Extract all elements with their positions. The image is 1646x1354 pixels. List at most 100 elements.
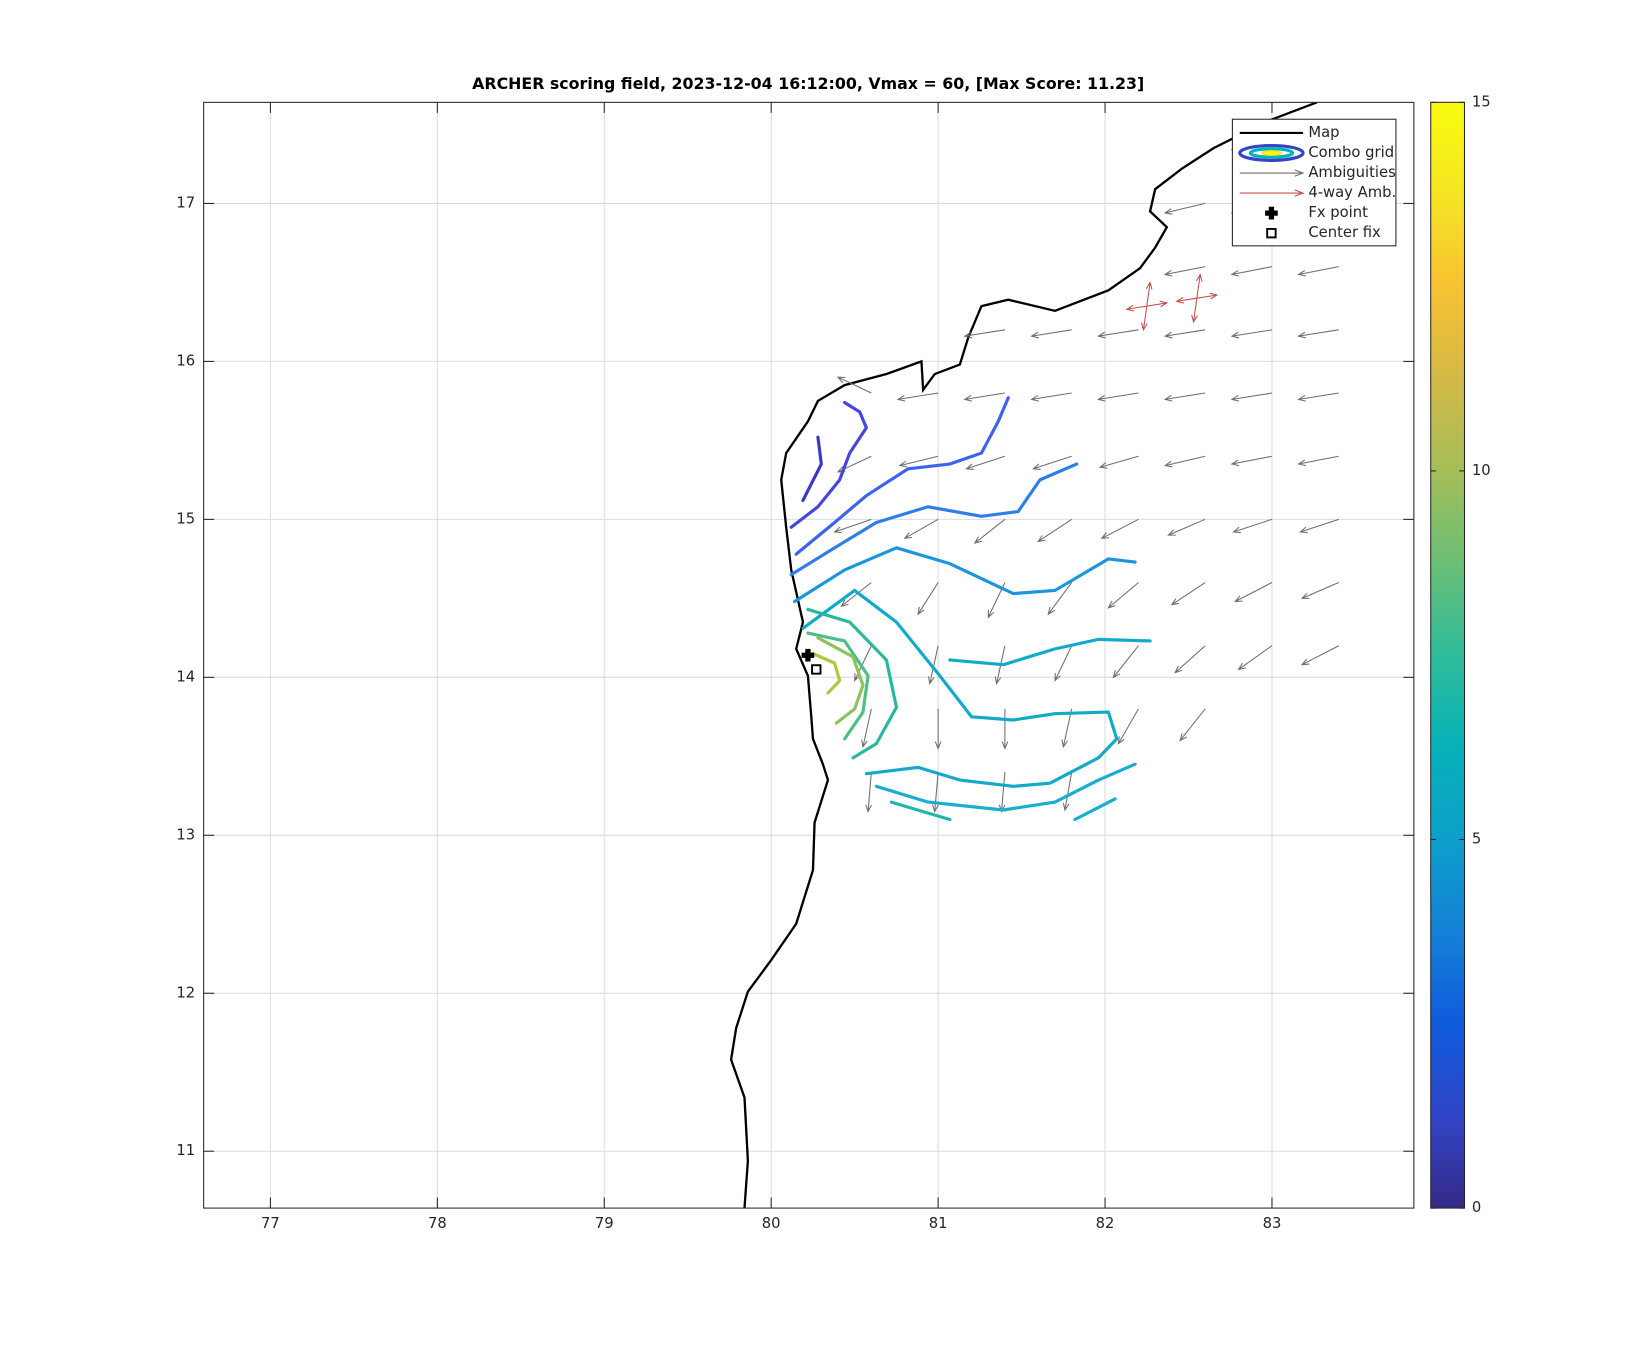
contour-line [794,396,1010,556]
ambiguity-arrow [1300,645,1339,666]
y-tick-label: 16 [176,352,195,369]
colorbar-tick-label: 15 [1472,93,1491,110]
ambiguity-arrow [963,329,1005,339]
ambiguity-arrow [1001,708,1009,750]
ambiguity-arrow [1179,708,1206,742]
contour-line [789,462,1079,577]
ambiguity-arrow [927,645,939,685]
colorbar-tick-label: 5 [1472,831,1481,848]
four-way-arrow [1146,300,1169,308]
x-tick-label: 82 [1096,1215,1115,1232]
ambiguity-arrow [1100,518,1139,539]
colorbar-tick-label: 0 [1472,1199,1481,1216]
contour-line [811,652,842,695]
ambiguity-arrow [973,518,1006,544]
y-tick-label: 13 [176,826,195,843]
ambiguity-arrow [998,772,1006,813]
ambiguity-arrow [1163,329,1206,339]
ambiguity-arrow [1061,708,1073,749]
contour-line [948,637,1152,667]
coastline [729,102,1318,1209]
legend: Map Combo grid Ambiguities 4-way Amb. Fx poi… [1231,118,1397,247]
y-tick-label: 11 [176,1142,195,1159]
ambiguity-arrow [1030,392,1072,402]
ambiguity-arrow [1163,266,1206,277]
contour-line [801,435,823,503]
ambiguity-arrow [1097,392,1139,402]
ambiguity-arrow [1062,772,1073,812]
contour-line [793,546,1137,604]
ambiguity-arrow [1237,645,1273,671]
axes: 77 78 79 80 81 82 83 11 12 13 14 15 16 17 [176,102,1414,1232]
x-tick-label: 77 [261,1215,280,1232]
ambiguity-arrow [917,582,939,616]
ambiguity-arrow [1167,518,1206,536]
ambiguity-arrow [836,376,872,394]
legend-combo-icon [1261,150,1282,156]
ambiguity-arrow [1037,518,1072,543]
ambiguity-arrow [1097,329,1139,339]
legend-fx-label: Fx point [1308,204,1368,221]
colorbar-tick-label: 10 [1472,462,1491,479]
ambiguity-arrow [1299,518,1339,534]
center-fix [811,664,822,675]
colorbar-scale [1430,101,1466,1209]
ambiguity-arrow [1297,392,1339,402]
plot-layers [729,102,1339,1209]
ambiguity-arrow [963,392,1005,402]
legend-fx-icon [1265,206,1278,220]
contour-line [801,588,1119,788]
x-tick-label: 78 [428,1215,447,1232]
ambiguity-arrow [898,455,939,468]
ambiguity-arrow [1163,455,1206,468]
ambiguity-arrow [1047,582,1073,616]
ambiguity-arrow [1230,455,1273,467]
ambiguity-arrow [1297,266,1339,277]
ambiguity-arrow [965,455,1006,470]
ambiguity-arrow [896,392,939,402]
ambiguity-arrow [861,708,872,749]
ambiguity-arrow [1230,266,1273,277]
ambiguity-arrow [1112,645,1139,679]
y-tick-label: 15 [176,510,195,527]
four-way-arrow [1141,306,1148,332]
legend-combo-icon [1248,147,1295,159]
contour-line [806,607,899,760]
legend-box [1231,118,1397,247]
contour-line [806,631,870,741]
x-tick-label: 83 [1263,1215,1282,1232]
x-tick-label: 79 [595,1215,614,1232]
ambiguity-arrow [1107,582,1139,609]
ambiguity-arrow [1300,582,1339,599]
legend-ambiguities-icon [1239,169,1305,177]
ambiguity-arrow [1054,645,1073,682]
ambiguity-arrow [1098,455,1139,469]
fx-point [801,648,815,662]
chart-title: ARCHER scoring field, 2023-12-04 16:12:0… [472,74,1144,93]
y-tick-label: 12 [176,984,195,1001]
ambiguity-arrow [932,772,939,813]
ambiguity-arrow [1117,708,1139,745]
ambiguity-arrow [854,645,872,682]
y-tick-label: 14 [176,668,195,685]
ambiguity-arrow [1031,455,1072,470]
ambiguity-arrow [1297,329,1339,339]
four-way-arrow [1145,281,1153,307]
legend-center-label: Center fix [1308,224,1381,241]
x-tick-label: 81 [929,1215,948,1232]
four-way-arrow [1175,296,1197,304]
y-tick-label: 17 [176,194,195,211]
contour-line [889,800,952,822]
ambiguity-arrow [865,772,872,813]
ambiguity-arrow [1174,645,1206,674]
ambiguity-arrow [1030,329,1072,339]
legend-combo-label: Combo grid [1308,144,1394,161]
ambiguity-arrow [1297,455,1339,467]
axes-box [203,101,1415,1209]
ambiguity-arrow [1230,392,1273,402]
ambiguity-arrow [934,708,942,750]
ambiguity-arrow [1232,518,1273,534]
legend-center-icon [1266,228,1277,239]
